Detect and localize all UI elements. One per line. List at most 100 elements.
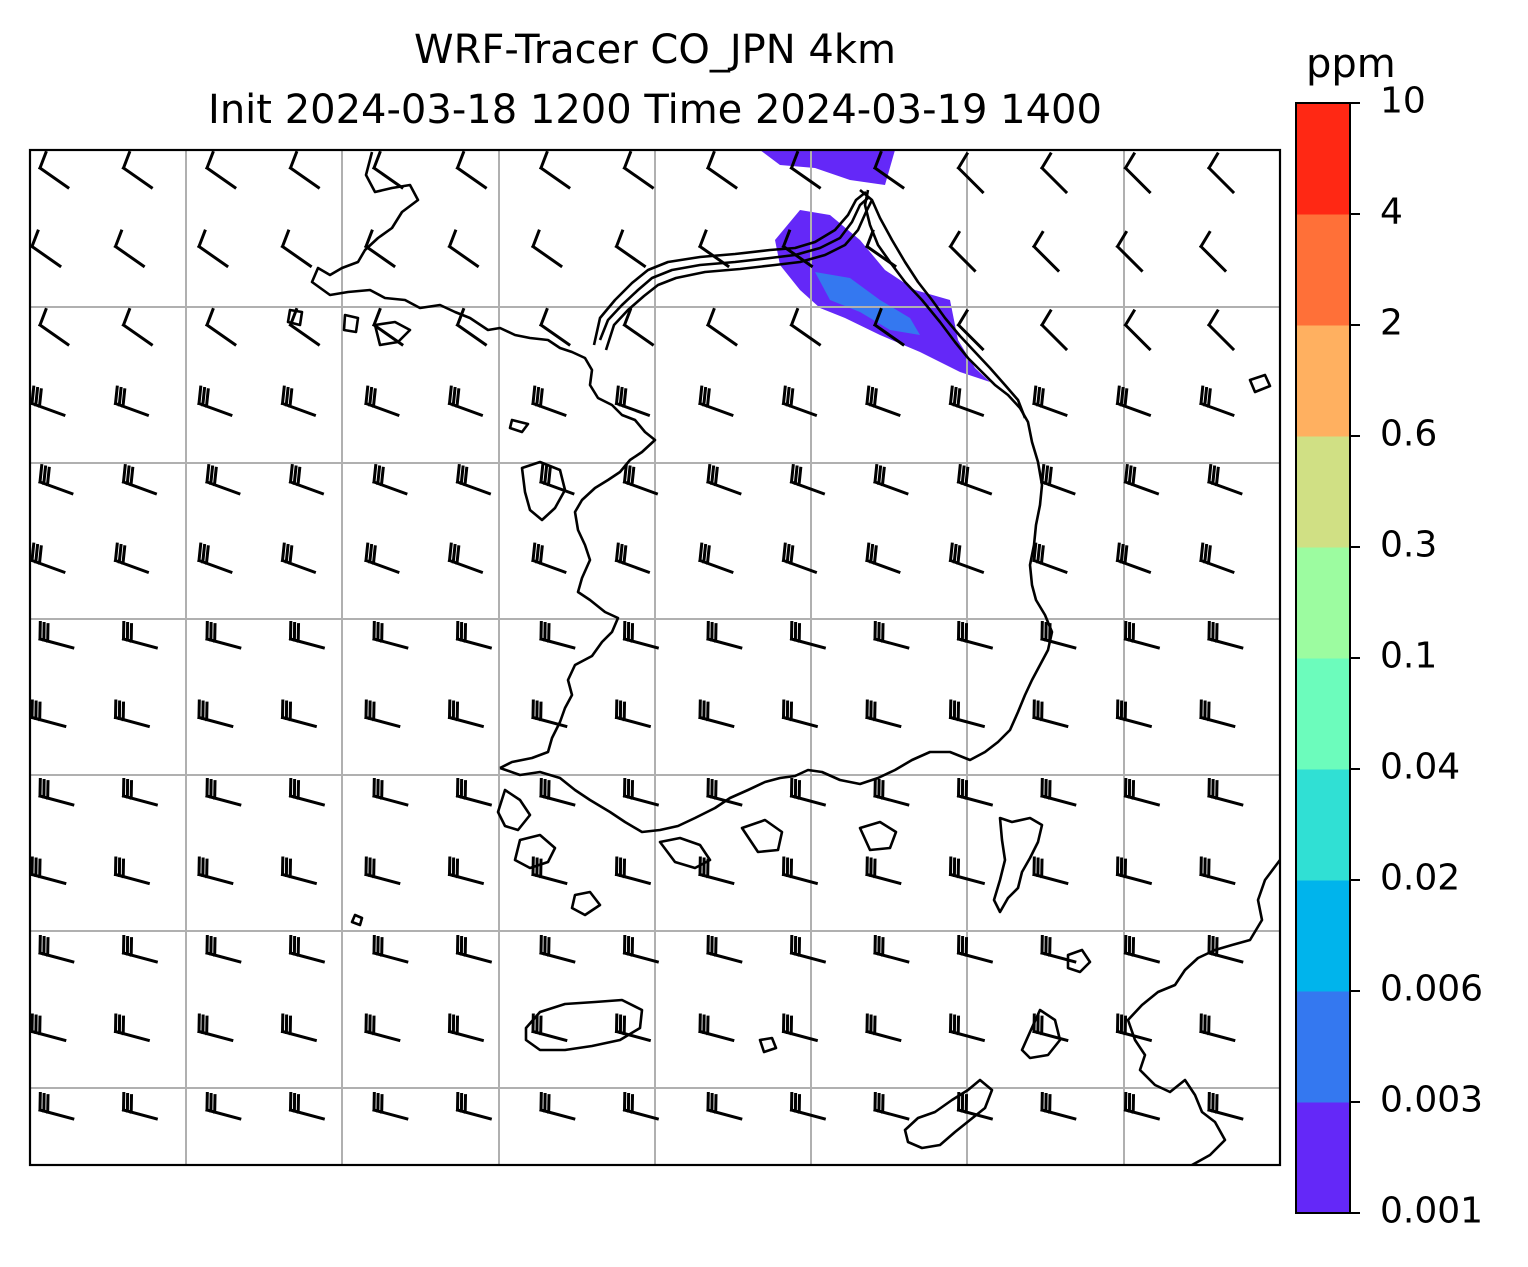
wind-barb [288,307,321,347]
wind-barb [531,1013,568,1043]
colorbar-tick-label: 0.001 [1380,1190,1484,1232]
wind-barb [280,856,318,886]
wind-barb [538,307,571,347]
coastline-goto-islands [1020,1008,1062,1060]
wind-barb [873,463,909,496]
wind-barb [539,463,575,496]
wind-barb [121,1091,159,1121]
wind-barb [781,1013,819,1043]
coastlines [286,151,1280,1165]
wind-barb [205,463,241,496]
colorbar-segment [1296,214,1350,326]
wind-barb [197,856,234,886]
wind-barb [38,463,74,496]
wind-barb [1115,385,1152,418]
wind-barb [197,1013,234,1043]
coastline-chinese-border-river [598,197,869,341]
wind-barb [956,463,993,496]
wind-barb [37,307,70,347]
wind-barb [371,150,404,190]
wind-barb [1123,151,1152,195]
wind-barb [698,542,734,575]
wind-barb [1115,230,1144,273]
wind-barb [1123,620,1161,650]
wind-barb [948,230,977,273]
wind-barb [956,934,994,964]
wind-barb [614,542,651,575]
wind-barb [38,934,75,964]
wind-barb [539,1091,576,1121]
wind-barb [1207,463,1243,496]
wind-barb [204,150,237,190]
wind-barb [789,463,826,496]
wind-barb [288,777,326,807]
coastline-kyushu [1126,859,1280,1165]
coastline-russia-coast [859,189,1027,419]
coastline-se-islands [658,818,898,870]
wind-barb [789,150,822,190]
wind-barb [1123,777,1161,807]
wind-barb [956,620,994,650]
wind-barb [539,934,576,964]
colorbar-tick-label: 0.04 [1380,746,1461,788]
wind-barb [1199,1013,1236,1043]
wind-barb [1040,620,1077,650]
wind-barb [706,777,743,807]
wind-barb [364,856,401,886]
wind-barb [1032,856,1069,886]
wind-barb [948,856,986,886]
coastline-korean-peninsula-west [310,151,657,770]
wind-barb [37,150,70,190]
wind-barb [113,385,150,418]
wind-barb [372,1091,409,1121]
wind-barb [781,229,814,269]
wind-barb [697,229,730,269]
wind-barb [1199,856,1236,886]
coastline-islands-west [286,308,530,434]
wind-barb [948,385,985,418]
wind-barb [1040,1091,1077,1121]
wind-barb [1123,308,1152,352]
wind-barb [364,542,400,575]
wind-barb [363,229,396,269]
wind-barb [864,229,897,269]
coastline-jeju-island [524,998,644,1052]
colorbar-segment [1296,769,1350,881]
wind-barb [781,856,819,886]
wind-barb [622,1091,660,1121]
wind-barb [1032,1013,1069,1043]
wind-barb [872,307,905,347]
colorbar-segment [1296,880,1350,992]
wind-barb [30,699,67,729]
colorbar-tick-label: 0.006 [1380,968,1484,1010]
wind-barb [622,463,659,496]
wind-barb [30,385,66,418]
wind-barb [372,777,409,807]
wind-barb [288,150,321,190]
wind-barb [622,150,655,190]
wind-barb [873,777,910,807]
wind-barb [280,542,317,575]
wind-barb [1199,542,1235,575]
wind-barb [789,777,827,807]
map-title-line2: Init 2024-03-18 1200 Time 2024-03-19 140… [208,87,1102,133]
wind-barb [873,934,910,964]
wind-barb [113,856,151,886]
colorbar-segment [1296,1102,1350,1214]
wind-barb [197,699,234,729]
coastline-ullung-hint [1248,373,1272,394]
coastline-tsushima [992,816,1044,914]
wind-barb [372,463,408,496]
wind-barb [865,385,901,418]
wind-barb [455,620,493,650]
wind-barb [789,934,827,964]
colorbar-segment [1296,325,1350,437]
wind-barb [1207,934,1244,964]
wind-barb [1199,385,1235,418]
wind-barb [865,699,902,729]
coastline-ganghwa [520,460,567,522]
wind-barb [781,385,818,418]
wind-barb [622,307,655,347]
wind-barb [1115,856,1153,886]
wind-barb [288,463,325,496]
